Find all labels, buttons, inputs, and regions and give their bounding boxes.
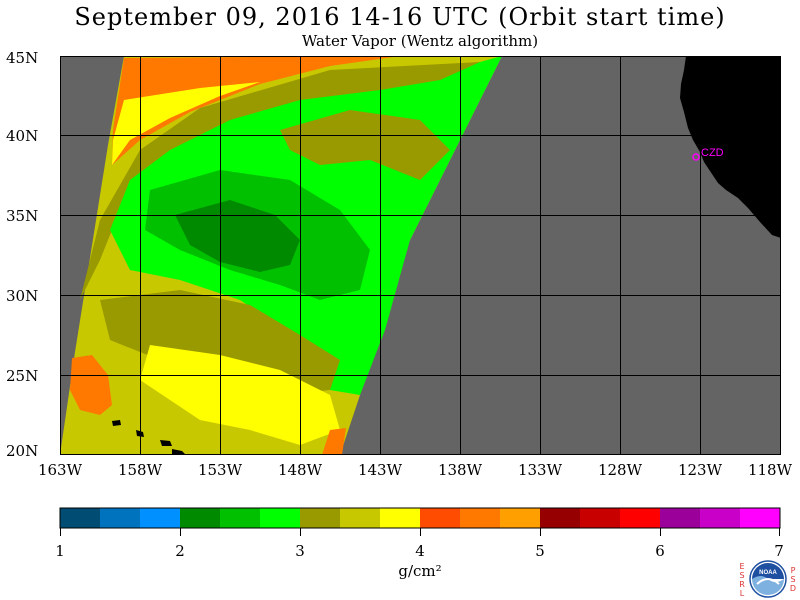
noaa-esrl-psd-logo: E S R L NOAA P S D [735, 558, 799, 600]
logo-left-letter-s: S [739, 571, 745, 580]
colorbar-swatch [100, 508, 141, 528]
noaa-emblem-text: NOAA [759, 570, 777, 576]
swath-olive-patch [280, 110, 450, 180]
colorbar-tick-1: 1 [55, 542, 65, 560]
lat-label-30n: 30N [6, 287, 39, 305]
logo-right-letter-p: P [790, 566, 796, 575]
land-california [680, 56, 781, 238]
colorbar-tick-5: 5 [535, 542, 545, 560]
colorbar-swatch [580, 508, 621, 528]
station-marker [692, 153, 700, 161]
map-title: September 09, 2016 14-16 UTC (Orbit star… [74, 3, 726, 31]
colorbar-swatch [740, 508, 781, 528]
lat-lon-grid [60, 56, 781, 455]
lat-label-35n: 35N [6, 207, 39, 225]
land-hawaii-big-island [172, 449, 186, 455]
lat-label-40n: 40N [6, 127, 39, 145]
colorbar-swatch [620, 508, 661, 528]
colorbar-tick-6: 6 [655, 542, 665, 560]
colorbar-swatch [60, 508, 101, 528]
lon-label-158w: 158W [117, 461, 163, 479]
lon-label-123w: 123W [677, 461, 723, 479]
swath-high-band-north [112, 56, 400, 165]
colorbar-swatch [420, 508, 461, 528]
lon-label-133w: 133W [517, 461, 563, 479]
colorbar-swatch [380, 508, 421, 528]
lat-label-20n: 20N [6, 442, 39, 460]
lat-label-25n: 25N [6, 367, 39, 385]
lon-label-128w: 128W [597, 461, 643, 479]
colorbar-tick-marks [60, 528, 780, 536]
colorbar-swatch [300, 508, 341, 528]
colorbar-swatch [660, 508, 701, 528]
land-hawaii-maui [160, 440, 172, 446]
colorbar-tick-2: 2 [175, 542, 185, 560]
colorbar-swatch [340, 508, 381, 528]
lon-label-143w: 143W [357, 461, 403, 479]
colorbar-tick-4: 4 [415, 542, 425, 560]
lon-label-148w: 148W [277, 461, 323, 479]
colorbar-swatch [540, 508, 581, 528]
logo-right-letter-s: S [790, 575, 796, 584]
colorbar-tick-7: 7 [774, 542, 784, 560]
swath-high-patch-southwest [70, 355, 112, 415]
lon-label-153w: 153W [197, 461, 243, 479]
lat-label-45n: 45N [6, 49, 39, 67]
map-subtitle: Water Vapor (Wentz algorithm) [301, 32, 539, 50]
swath-high-patch-south [322, 428, 346, 455]
colorbar-tick-3: 3 [295, 542, 305, 560]
station-label: CZD [701, 147, 724, 159]
colorbar-swatch [700, 508, 741, 528]
colorbar [60, 508, 781, 528]
logo-left-letter-r: R [739, 580, 745, 589]
land-hawaii-kauai [112, 420, 121, 426]
colorbar-units: g/cm² [398, 562, 442, 580]
swath-yellow-strip-north [112, 82, 260, 165]
logo-left-letter-l: L [739, 589, 745, 598]
colorbar-swatch [180, 508, 221, 528]
swath-dark-green-core [175, 200, 300, 272]
colorbar-swatch [460, 508, 501, 528]
lon-label-138w: 138W [437, 461, 483, 479]
lon-label-163w: 163W [37, 461, 83, 479]
colorbar-swatch [500, 508, 541, 528]
colorbar-swatch [260, 508, 301, 528]
logo-right-letter-d: D [789, 584, 797, 593]
colorbar-swatch [140, 508, 181, 528]
swath-yellow-south [140, 345, 340, 445]
colorbar-swatch [220, 508, 261, 528]
lon-label-118w: 118W [747, 461, 793, 479]
logo-left-letter-e: E [739, 562, 745, 571]
noaa-emblem-icon: NOAA [749, 560, 787, 598]
